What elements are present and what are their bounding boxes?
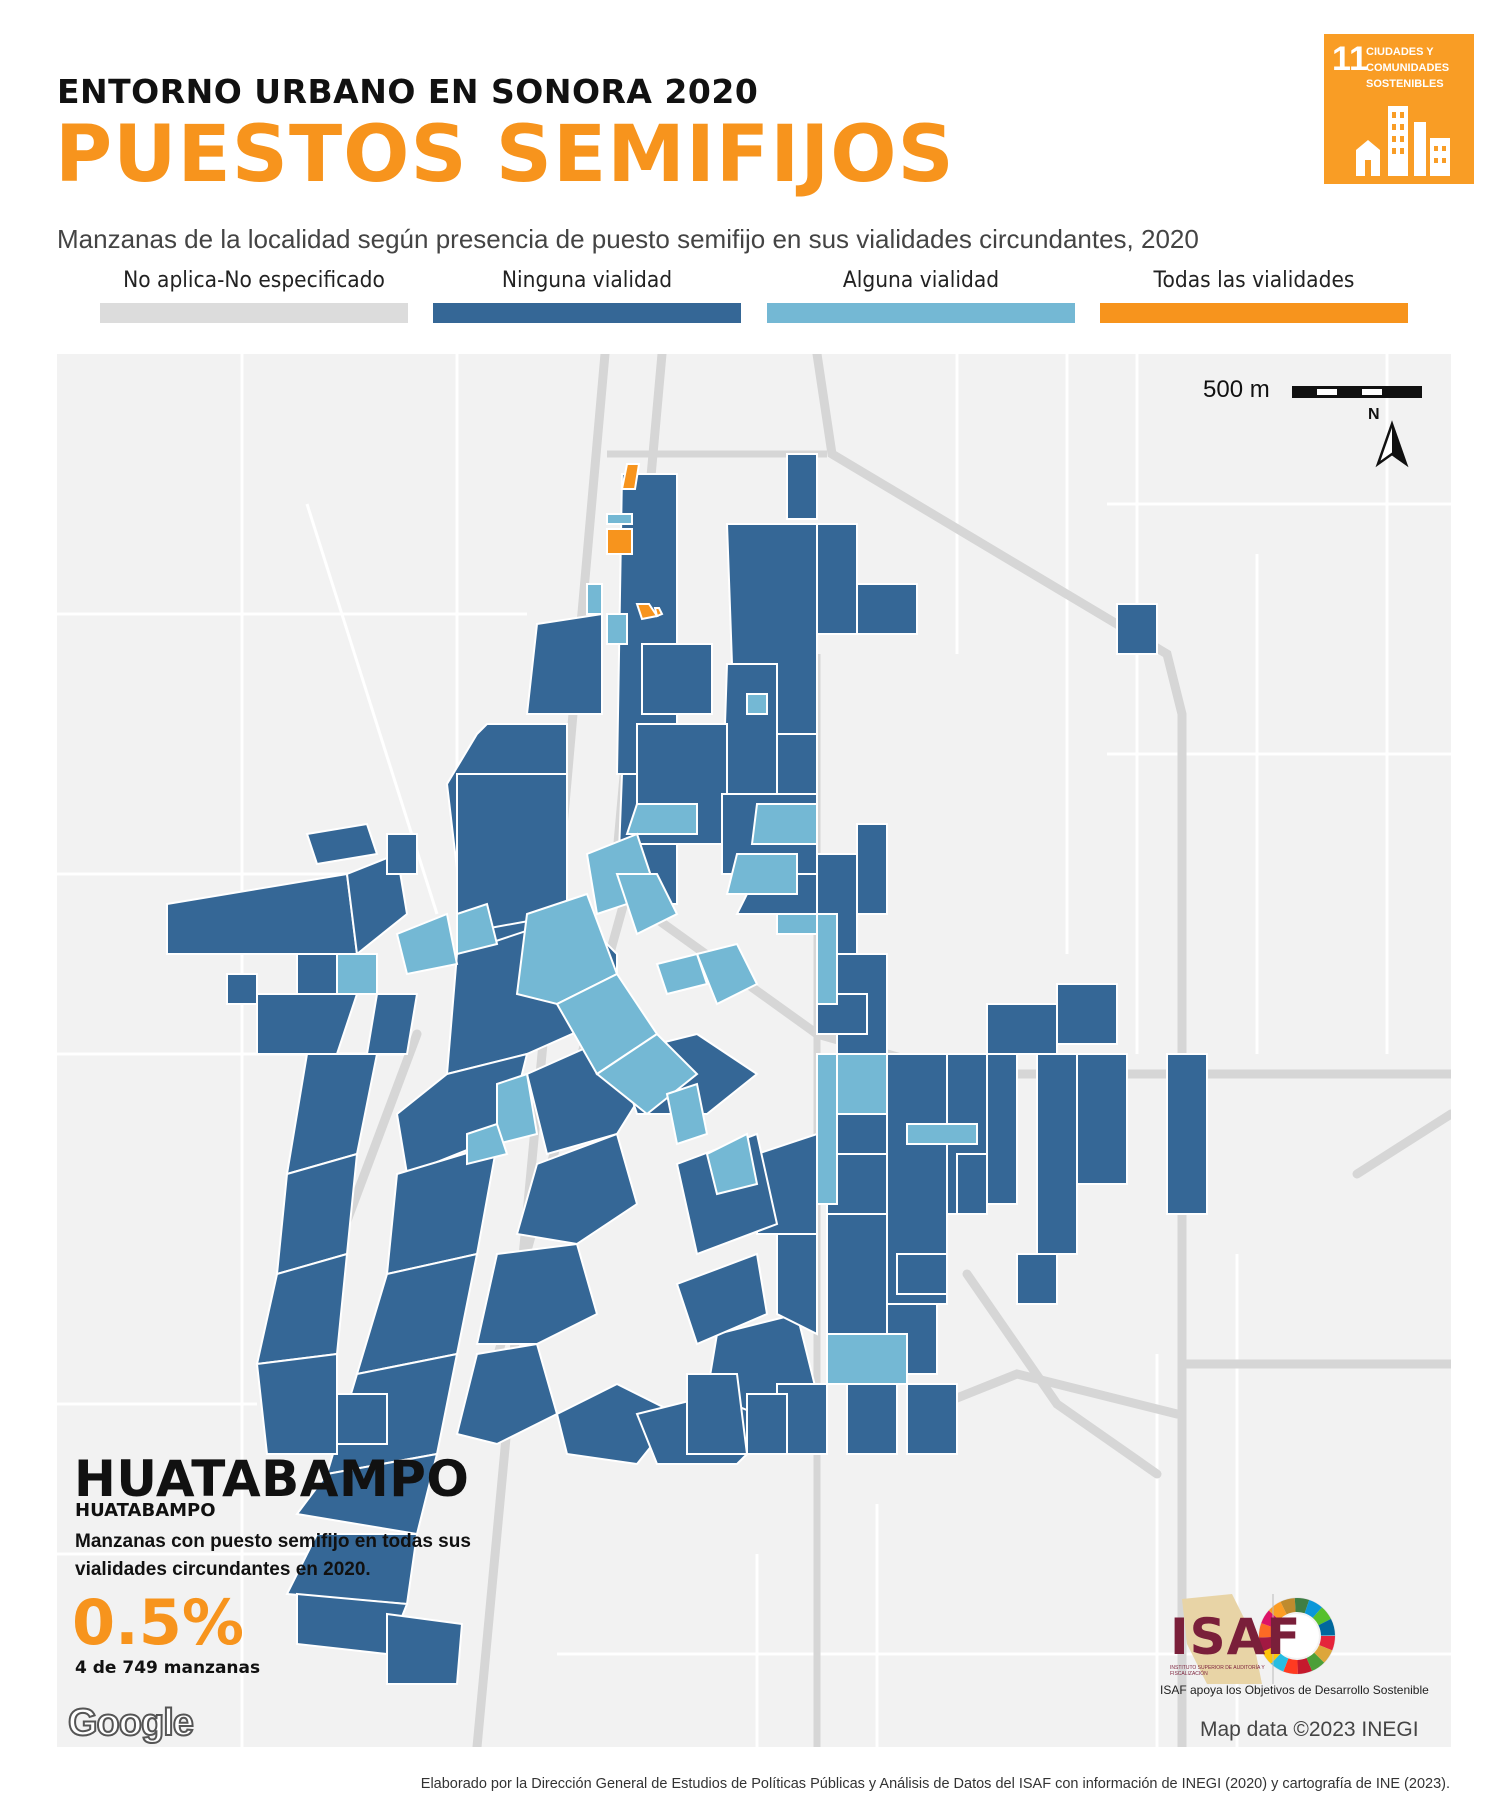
legend-swatch [1100, 303, 1408, 323]
localidad-name: HUATABAMPO [74, 1450, 470, 1508]
north-arrow-icon [1375, 420, 1409, 468]
legend-label: Alguna vialidad [842, 268, 1000, 293]
footer-credits: Elaborado por la Dirección General de Es… [420, 1776, 1450, 1792]
page-title: PUESTOS SEMIFIJOS [55, 110, 955, 200]
isaf-logo-subtext: INSTITUTO SUPERIOR DE AUDITORÍA Y FISCAL… [1170, 1665, 1265, 1677]
scale-label: 500 m [1203, 376, 1270, 403]
manzanas-ninguna [166, 453, 1208, 1685]
sonora-map-icon [1182, 1594, 1262, 1684]
manzanas-alguna [336, 513, 978, 1385]
north-label: N [1368, 406, 1380, 423]
isaf-logo: ISAF [1170, 1608, 1302, 1666]
percentage-value: 0.5% [72, 1586, 244, 1659]
legend-item-todas: Todas las vialidades [1100, 268, 1408, 323]
choropleth-map[interactable] [57, 354, 1451, 1747]
sdg11-badge: 11 CIUDADES Y COMUNIDADES SOSTENIBLES [1324, 34, 1474, 184]
scale-bar [1292, 386, 1422, 398]
legend-label: Ninguna vialidad [501, 268, 673, 293]
legend-swatch [433, 303, 741, 323]
sdg-text: CIUDADES Y COMUNIDADES SOSTENIBLES [1366, 46, 1450, 90]
legend-label: No aplica-No especificado [123, 268, 385, 293]
city-icon [1356, 106, 1450, 176]
legend-swatch [100, 303, 408, 323]
legend-item-ninguna: Ninguna vialidad [433, 268, 741, 323]
legend-swatch [767, 303, 1075, 323]
manzanas-todas [606, 463, 664, 621]
google-logo: Google [67, 1701, 195, 1745]
legend-item-no-aplica: No aplica-No especificado [100, 268, 408, 323]
sdg-number: 11 [1332, 40, 1368, 78]
map-subtitle: Manzanas de la localidad según presencia… [57, 224, 1199, 254]
legend-label: Todas las vialidades [1153, 268, 1355, 293]
municipio-name: HUATABAMPO [75, 1500, 216, 1521]
kicker-title: ENTORNO URBANO EN SONORA 2020 [57, 72, 759, 111]
map-attribution: Map data ©2023 INEGI [1200, 1718, 1419, 1741]
legend-item-alguna: Alguna vialidad [767, 268, 1075, 323]
minor-streets [57, 354, 1451, 1747]
count-text: 4 de 749 manzanas [75, 1658, 261, 1678]
sdg-wheel-icon [1258, 1597, 1336, 1675]
isaf-tagline: ISAF apoya los Objetivos de Desarrollo S… [1160, 1683, 1429, 1697]
indicator-description: Manzanas con puesto semifijo en todas su… [75, 1531, 471, 1580]
